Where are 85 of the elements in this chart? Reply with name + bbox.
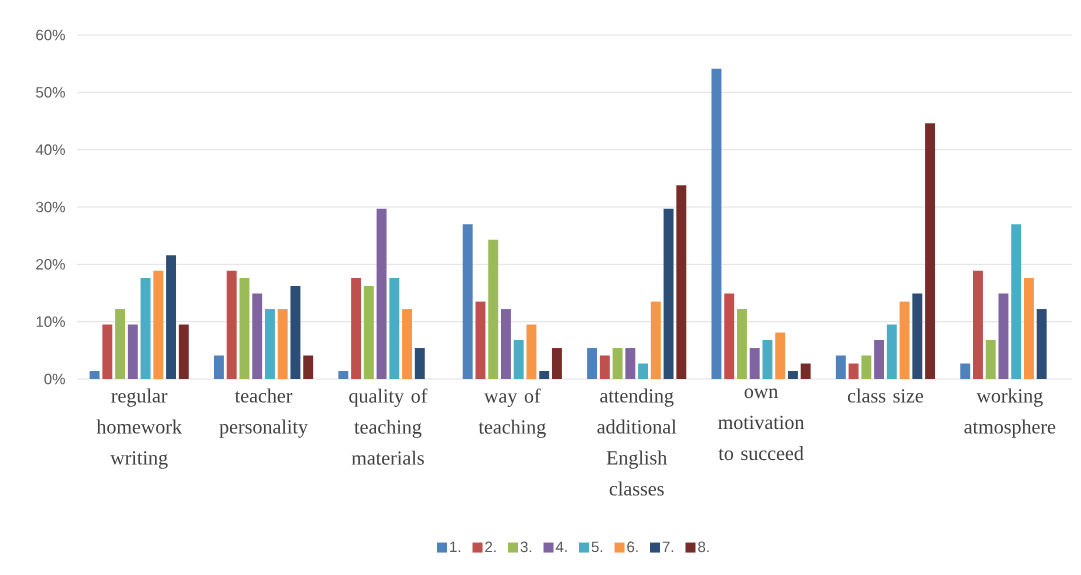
bar: [239, 278, 250, 379]
x-tick-label: teacher personality: [219, 388, 308, 438]
x-tick-label: quality of teaching materials: [349, 388, 428, 465]
bar: [663, 208, 674, 379]
bar: [414, 348, 425, 379]
legend-label: 6.: [627, 541, 638, 553]
bar: [252, 293, 263, 379]
bar: [140, 278, 151, 379]
bar: [166, 255, 177, 379]
bar: [462, 224, 473, 379]
legend-label: 5.: [591, 541, 603, 553]
bar: [264, 309, 275, 379]
bar: [488, 239, 499, 379]
legend-label: 2.: [485, 541, 496, 553]
legend-label: 3.: [520, 541, 532, 553]
y-tick-label: 50%: [36, 87, 65, 98]
bar: [899, 301, 910, 379]
bar: [787, 370, 798, 379]
bar: [711, 68, 722, 379]
x-tick-label: class size: [847, 388, 924, 403]
bar: [972, 270, 983, 379]
bar: [960, 363, 971, 379]
bar: [835, 355, 846, 379]
bar: [500, 309, 511, 379]
bar: [985, 340, 996, 379]
bar: [351, 278, 362, 379]
bar: [762, 340, 773, 379]
bar: [800, 363, 811, 379]
bar: [389, 278, 400, 379]
bar: [886, 324, 897, 379]
bar: [303, 355, 314, 379]
y-tick-label: 30%: [36, 201, 65, 213]
bar: [912, 293, 923, 379]
legend-label: 8.: [698, 541, 709, 553]
y-tick-label: 10%: [36, 316, 65, 327]
x-tick-label: working atmosphere: [964, 388, 1056, 438]
bar: [127, 324, 138, 379]
bar: [338, 370, 349, 379]
bar: [277, 309, 288, 379]
bar: [599, 355, 610, 379]
bar: [848, 363, 859, 379]
bar: [749, 348, 760, 379]
bar: [625, 348, 636, 379]
bar: [376, 208, 387, 379]
legend-label: 4.: [555, 541, 567, 552]
bar: [650, 301, 661, 379]
bar: [539, 370, 550, 379]
bar: [638, 363, 649, 379]
bar: [226, 270, 237, 379]
bar: [1011, 224, 1022, 379]
bar: [736, 309, 747, 379]
legend-label: 7.: [662, 541, 674, 552]
bar: [213, 355, 224, 379]
bar: [775, 332, 786, 379]
bar: [998, 293, 1009, 379]
bar: [290, 286, 301, 379]
x-tick-label: regular homework writing: [96, 388, 182, 469]
bar: [363, 286, 374, 379]
bar: [676, 185, 687, 379]
y-tick-label: 40%: [35, 144, 65, 155]
bar: [526, 324, 537, 379]
bar: [402, 309, 413, 379]
bar: [724, 293, 735, 379]
bar: [861, 355, 872, 379]
bar: [1036, 309, 1047, 379]
bar: [89, 370, 100, 379]
bar: [874, 340, 885, 379]
bar: [153, 270, 164, 379]
x-tick-label: way of teaching: [478, 388, 546, 438]
bar: [612, 348, 623, 379]
bar: [475, 301, 486, 379]
y-tick-label: 60%: [36, 29, 65, 41]
y-tick-label: 0%: [44, 373, 65, 385]
bar: [551, 348, 562, 379]
bar: [513, 340, 524, 379]
bar: [102, 324, 113, 379]
bar: [587, 348, 598, 379]
legend-label: 1.: [450, 541, 461, 552]
bar: [178, 324, 189, 379]
y-tick-label: 20%: [36, 259, 65, 270]
bar: [115, 309, 126, 379]
bar: [1023, 278, 1034, 379]
x-tick-label: own motivation to succeed: [718, 388, 805, 461]
bar: [925, 123, 936, 379]
x-tick-label: attending additional English classes: [597, 388, 677, 496]
